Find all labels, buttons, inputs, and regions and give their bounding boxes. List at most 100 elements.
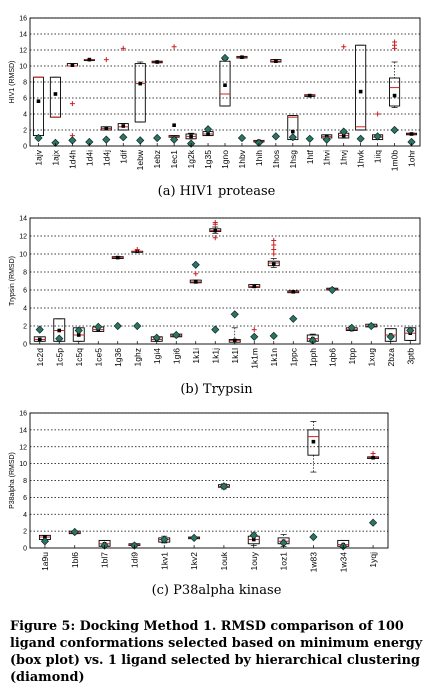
x-tick-label: 1hos	[271, 150, 281, 168]
diamond-marker	[40, 537, 50, 546]
outlier-marker	[375, 111, 381, 117]
y-tick-label: 2	[23, 529, 27, 536]
outlier-marker	[271, 238, 277, 243]
chart-p38alpha-kinase: 0 2 4 6 8 10 12 14 16 P38alpha (RMSD) 1a9u 1bl6 1bl7…	[9, 411, 389, 573]
diamond-marker	[172, 330, 181, 340]
x-tick-label: 1xug	[366, 348, 376, 367]
diamond-marker	[203, 125, 213, 134]
outlier-marker	[392, 39, 398, 45]
x-tick-label: 2bza	[386, 348, 396, 367]
box-mean	[213, 228, 218, 233]
diamond-marker	[367, 321, 376, 331]
x-tick-label: 1k1m	[249, 348, 259, 369]
y-tick-label: 10	[19, 252, 27, 259]
box-iqr	[389, 77, 401, 107]
x-tick-label: 1k1i	[191, 348, 201, 364]
box-mean	[70, 63, 75, 67]
x-tick-label: 1d4h	[67, 150, 77, 169]
diamond-marker	[356, 134, 365, 143]
box-mean	[57, 328, 62, 333]
box-mean	[104, 126, 109, 131]
x-tick-label: 1m0b	[390, 150, 400, 172]
box-mean	[291, 129, 295, 134]
x-tick-label: 1k1n	[269, 348, 279, 367]
diamond-marker	[70, 527, 79, 537]
x-tick-label: 1gi6	[171, 348, 181, 364]
diamond-marker	[94, 322, 103, 331]
diamond-marker	[250, 332, 259, 341]
y-tick-label: 0	[23, 342, 27, 349]
x-tick-label: 1w83	[308, 552, 318, 573]
diamond-marker	[289, 314, 298, 323]
box-mean	[274, 59, 278, 63]
outlier-marker	[212, 235, 218, 241]
caption-trypsin: (b) Trypsin	[180, 382, 253, 397]
outlier-marker	[134, 247, 140, 252]
box-mean	[138, 81, 143, 86]
box-mean	[291, 290, 296, 294]
plot-frame	[29, 217, 421, 345]
diamond-marker	[113, 321, 122, 331]
box-mean	[43, 535, 47, 539]
x-tick-label: 1qb6	[327, 348, 337, 367]
x-tick-label: 1hvk	[356, 149, 366, 168]
diamond-marker	[191, 260, 200, 269]
diamond-marker	[347, 323, 356, 332]
x-tick-label: 1hbv	[237, 149, 247, 168]
outlier-marker	[271, 242, 277, 248]
x-tick-label: 1g2k	[186, 149, 196, 168]
x-tick-label: 1bl7	[100, 552, 110, 568]
x-tick-label: 1c2d	[35, 348, 45, 367]
box-mean	[206, 132, 210, 136]
x-tick-label: 1a9u	[40, 552, 50, 571]
x-tick-label: 1ouy	[249, 551, 259, 570]
outlier-marker	[171, 44, 177, 50]
diamond-marker	[271, 132, 280, 141]
diamond-marker	[305, 134, 314, 143]
outlier-marker	[341, 44, 347, 50]
x-tick-label: 1iiq	[373, 150, 383, 164]
x-tick-label: 1gno	[220, 150, 230, 169]
outlier-marker	[251, 327, 257, 333]
diamond-marker	[406, 326, 415, 335]
diamond-marker	[288, 133, 297, 142]
box-iqr	[32, 76, 45, 137]
box-mean	[271, 262, 276, 266]
diamond-marker	[119, 133, 128, 142]
outlier-marker	[69, 101, 75, 107]
x-tick-label: 1hih	[254, 150, 264, 166]
plot-frame	[29, 412, 389, 549]
y-tick-label: 8	[23, 478, 27, 485]
x-tick-label: 1hsg	[288, 150, 298, 169]
box-mean	[189, 134, 193, 139]
outlier-marker	[103, 57, 109, 63]
diamond-marker	[249, 531, 258, 540]
box-mean	[172, 123, 176, 127]
box-mean	[252, 284, 257, 289]
box-iqr	[355, 44, 367, 131]
y-axis-label: HIV1 (RMSD)	[9, 61, 16, 104]
box-mean	[392, 93, 397, 98]
x-tick-label: 1g35	[203, 150, 213, 169]
box-mean	[223, 83, 227, 87]
box-iqr	[307, 429, 320, 456]
x-tick-label: 1d4i	[84, 150, 94, 166]
y-tick-label: 12	[19, 444, 27, 451]
box-mean	[155, 60, 159, 64]
y-axis-label: P38alpha (RMSD)	[9, 452, 16, 509]
diamond-marker	[133, 321, 142, 331]
x-tick-label: 1ghz	[132, 348, 142, 366]
outlier-marker	[193, 271, 199, 277]
box-iqr	[134, 63, 146, 123]
box-mean	[115, 255, 120, 260]
x-tick-label: 1hvi	[322, 150, 332, 166]
diamond-marker	[136, 136, 145, 145]
y-axis-label: Trypsin (RMSD)	[9, 256, 16, 306]
y-tick-label: 16	[19, 16, 27, 23]
x-tick-label: 1w34	[338, 552, 348, 573]
diamond-marker	[211, 325, 220, 334]
diamond-marker	[230, 310, 239, 319]
x-tick-label: 1d4j	[101, 150, 111, 166]
y-tick-label: 6	[23, 495, 27, 502]
y-tick-label: 14	[19, 427, 27, 434]
